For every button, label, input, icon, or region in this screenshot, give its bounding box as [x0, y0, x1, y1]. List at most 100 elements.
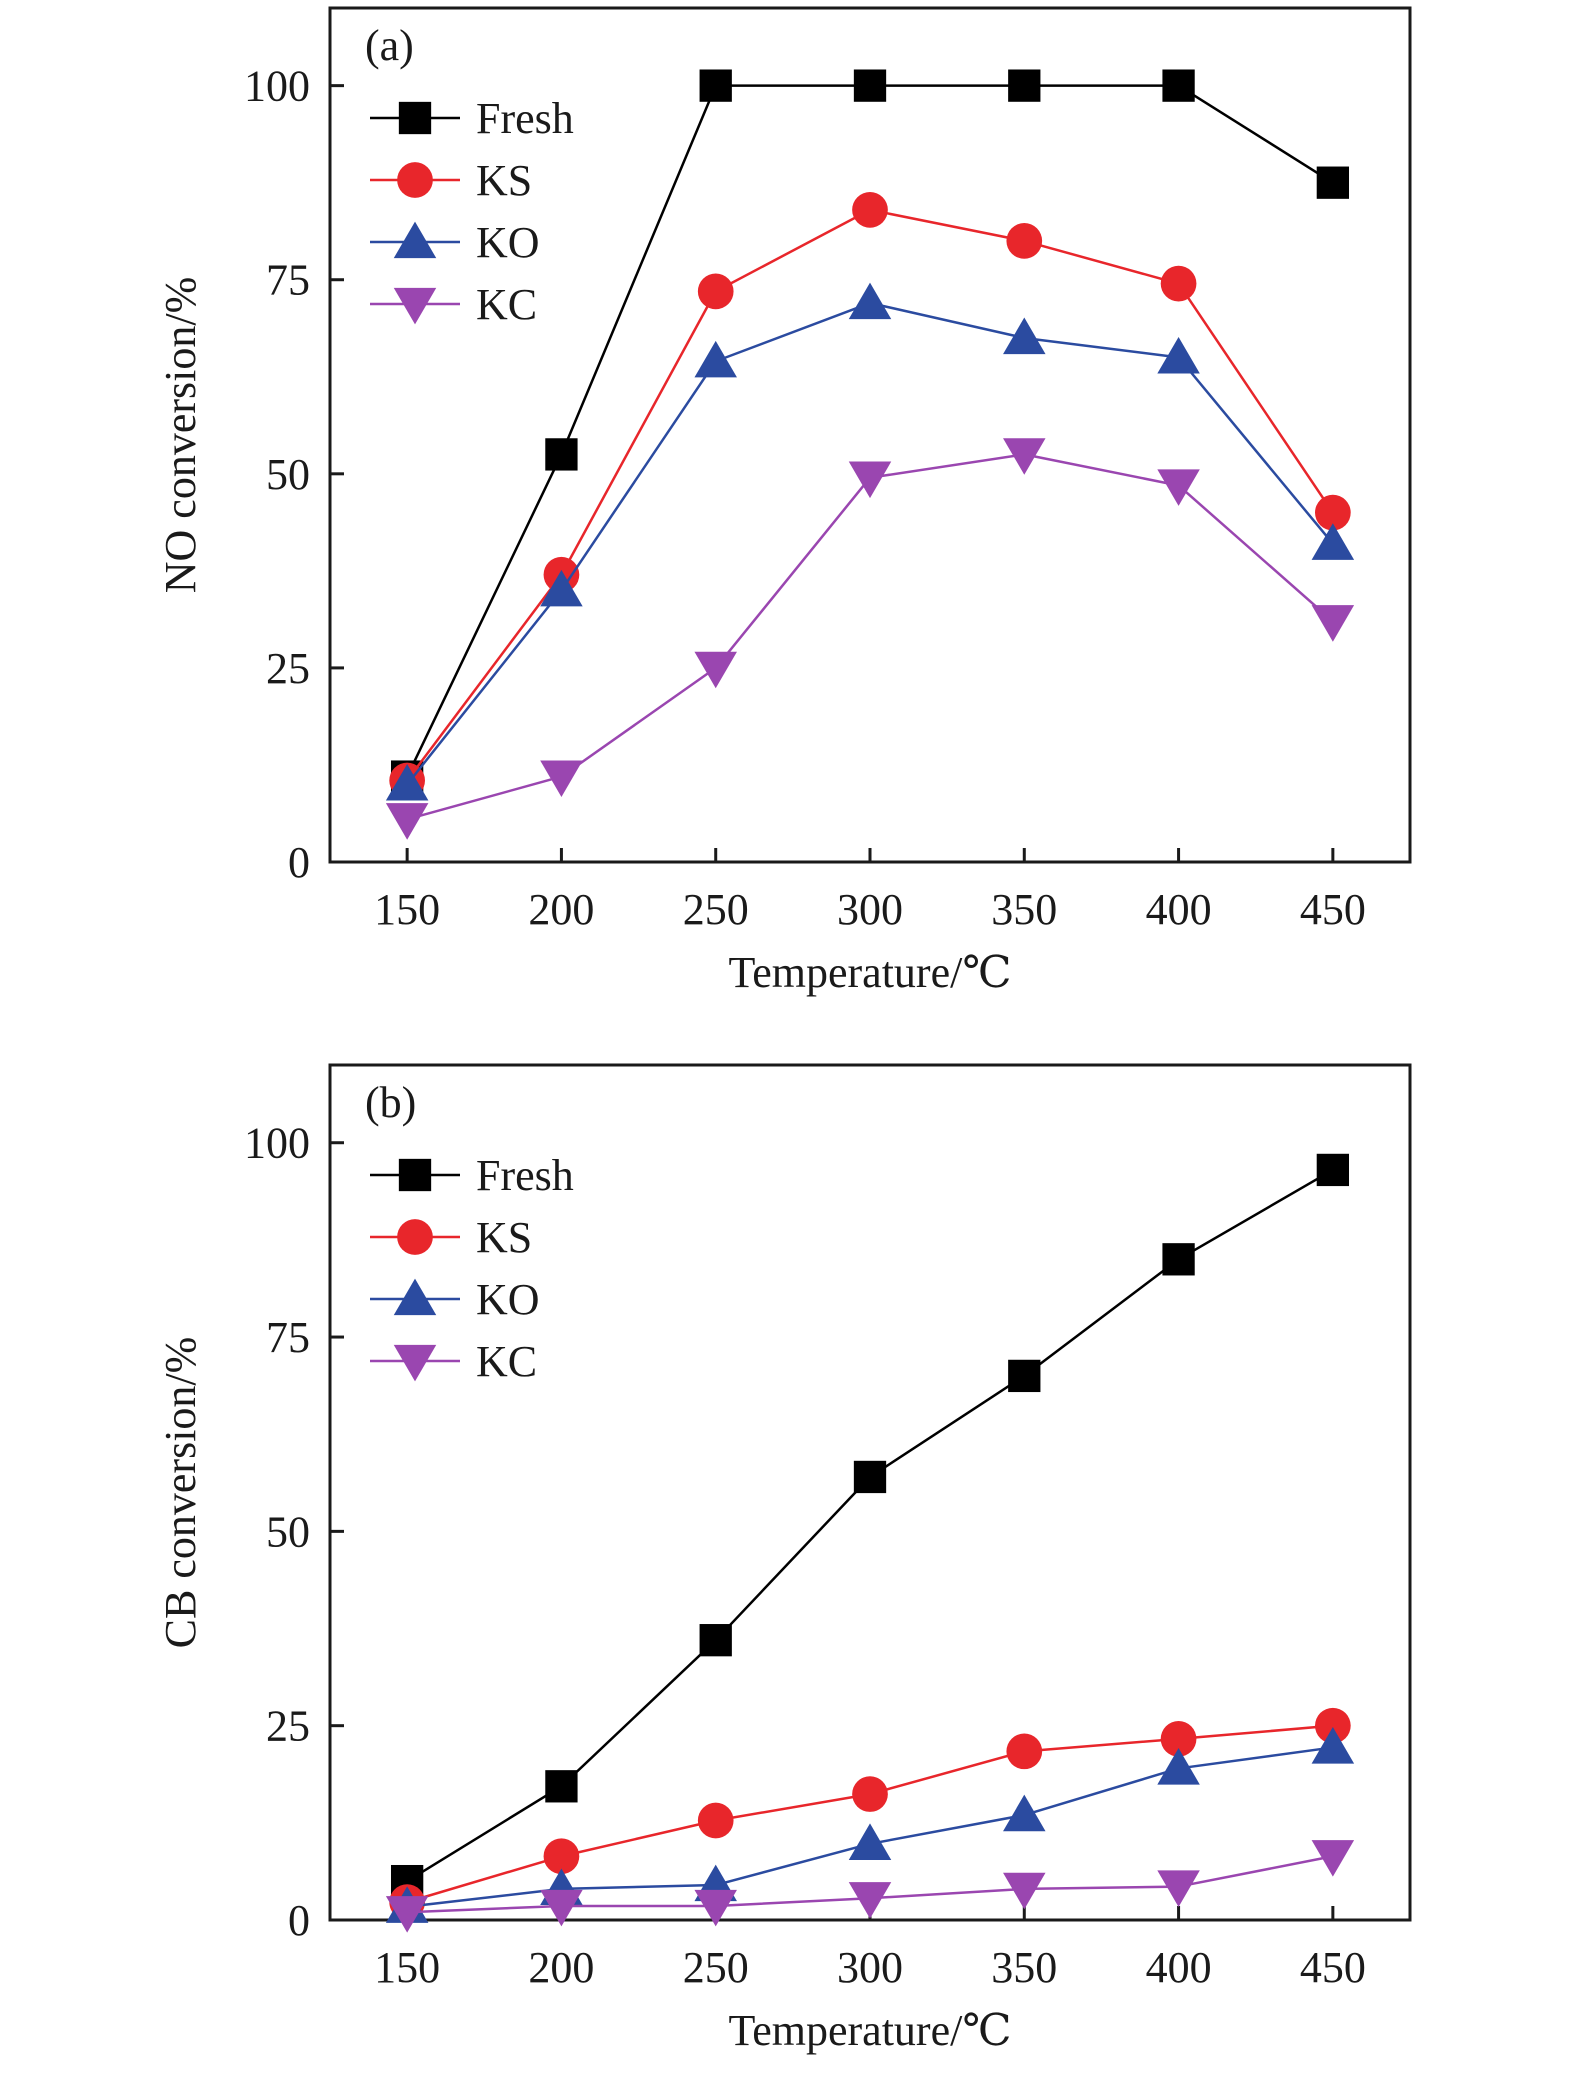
- y-axis-title: CB conversion/%: [156, 1337, 205, 1649]
- data-point: [1003, 317, 1046, 355]
- data-point: [540, 1889, 583, 1927]
- data-point: [1316, 1153, 1350, 1187]
- data-point: [1311, 1727, 1355, 1764]
- data-point: [1003, 438, 1046, 475]
- data-point: [540, 760, 583, 797]
- data-point: [1157, 1748, 1200, 1785]
- data-point: [848, 282, 892, 320]
- y-tick-label: 50: [266, 450, 310, 499]
- legend-label: KC: [476, 280, 537, 329]
- x-tick-label: 150: [374, 1943, 440, 1992]
- series-ko: [385, 282, 1355, 801]
- data-point: [697, 273, 734, 310]
- data-point: [1162, 69, 1195, 102]
- legend-label: KO: [476, 1275, 540, 1324]
- data-point: [545, 438, 578, 471]
- x-tick-label: 450: [1300, 885, 1366, 934]
- data-point: [1157, 469, 1200, 506]
- data-point: [1160, 1721, 1197, 1757]
- y-tick-label: 0: [288, 838, 310, 887]
- x-axis-title: Temperature/℃: [728, 2006, 1011, 2055]
- series-kc: [385, 1840, 1355, 1933]
- data-point: [385, 1896, 429, 1933]
- y-tick-label: 100: [244, 62, 310, 111]
- y-tick-label: 75: [266, 1313, 310, 1362]
- legend-marker: [393, 287, 437, 325]
- legend-marker: [398, 1158, 432, 1192]
- legend-label: KS: [476, 156, 532, 205]
- x-axis-title: Temperature/℃: [728, 948, 1011, 997]
- series-line: [406, 84, 1334, 778]
- legend-label: KO: [476, 218, 540, 267]
- legend-label: Fresh: [476, 94, 574, 143]
- data-point: [1315, 1707, 1351, 1744]
- y-tick-label: 25: [266, 1702, 310, 1751]
- panel-a: 150 200 250 300 350 400 450 0 25 50 75 100 Temperatu…: [156, 6, 1412, 997]
- data-point: [852, 1776, 888, 1812]
- data-point: [853, 1460, 887, 1494]
- data-point: [848, 1823, 892, 1860]
- series-fresh: [390, 69, 1350, 793]
- legend-entry: KO: [370, 1275, 540, 1324]
- data-point: [1003, 1794, 1046, 1832]
- x-tick-label: 450: [1300, 1943, 1366, 1992]
- legend-marker: [393, 221, 437, 259]
- series-ks: [389, 1707, 1351, 1920]
- panel-b: 150 200 250 300 350 400 450 0 25 50 75 100 Temperatu…: [156, 1063, 1412, 2055]
- data-point: [694, 340, 737, 378]
- data-point: [1316, 166, 1350, 199]
- legend-label: Fresh: [476, 1151, 574, 1200]
- legend-marker: [393, 1278, 437, 1316]
- series-kc: [385, 438, 1355, 840]
- series-line: [406, 301, 1334, 786]
- data-point: [852, 192, 888, 228]
- x-tick-label: 350: [991, 885, 1057, 934]
- legend-entry: Fresh: [370, 94, 574, 143]
- x-tick-label: 300: [837, 885, 903, 934]
- data-point: [1008, 69, 1041, 102]
- legend-entry: KO: [370, 218, 540, 267]
- y-tick-label: 75: [266, 256, 310, 305]
- legend-label: KS: [476, 1213, 532, 1262]
- x-tick-label: 250: [683, 1943, 749, 1992]
- legend-marker: [393, 1344, 437, 1382]
- data-point: [853, 69, 887, 102]
- legend-entry: Fresh: [370, 1151, 574, 1200]
- legend-entry: KC: [370, 280, 537, 329]
- data-point: [1315, 494, 1351, 531]
- data-point: [1157, 336, 1200, 374]
- y-axis-title: NO conversion/%: [156, 277, 205, 594]
- x-tick-label: 300: [837, 1943, 903, 1992]
- data-point: [1162, 1243, 1195, 1276]
- data-point: [1006, 1733, 1043, 1770]
- data-point: [1160, 265, 1197, 302]
- x-tick-label: 250: [683, 885, 749, 934]
- data-point: [1008, 1359, 1041, 1393]
- data-point: [545, 1770, 578, 1803]
- data-point: [1003, 1872, 1046, 1910]
- legend-marker: [398, 101, 432, 135]
- legend-entry: KC: [370, 1337, 537, 1386]
- data-point: [543, 1838, 580, 1875]
- panel-label: (a): [365, 21, 414, 70]
- x-tick-label: 400: [1146, 885, 1212, 934]
- x-tick-label: 150: [374, 885, 440, 934]
- data-point: [1157, 1870, 1200, 1907]
- y-tick-label: 100: [244, 1119, 310, 1168]
- data-point: [697, 1802, 734, 1839]
- x-tick-label: 400: [1146, 1943, 1212, 1992]
- x-tick-label: 200: [528, 885, 594, 934]
- data-point: [1006, 223, 1043, 259]
- data-point: [848, 1882, 892, 1919]
- x-tick-label: 200: [528, 1943, 594, 1992]
- data-point: [540, 569, 583, 607]
- data-point: [694, 651, 737, 689]
- legend-entry: KS: [370, 1213, 532, 1262]
- data-point: [699, 69, 732, 102]
- data-point: [385, 803, 429, 840]
- data-point: [848, 461, 892, 499]
- data-point: [1311, 1840, 1355, 1877]
- data-point: [699, 1624, 732, 1657]
- legend-entry: KS: [370, 156, 532, 205]
